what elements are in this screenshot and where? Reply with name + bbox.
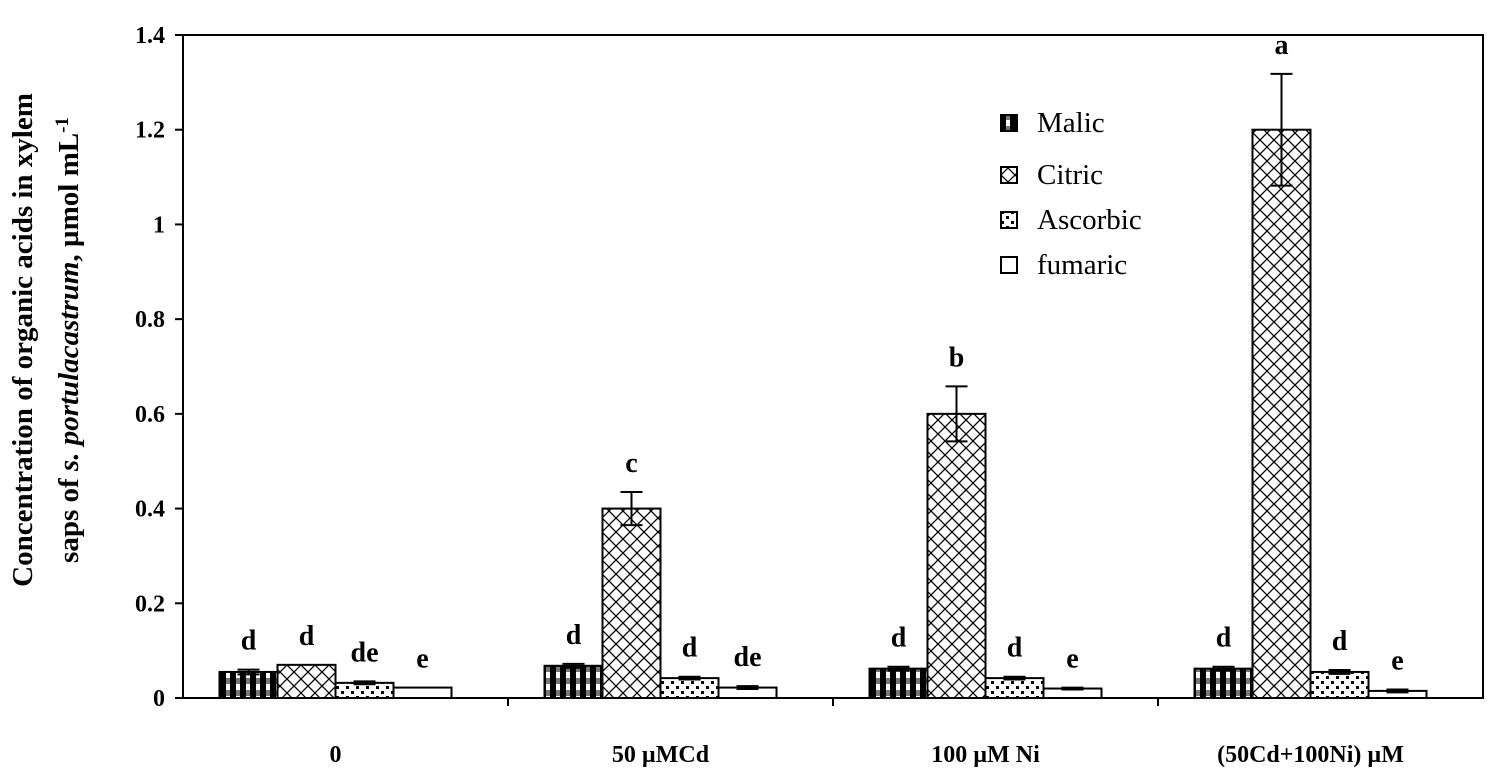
y-axis-label: Concentration of organic acids in xylem … (7, 93, 85, 587)
bar-ascorbic-50-mcd (659, 677, 720, 699)
y-axis-ticks: 0 0.2 0.4 0.6 0.8 1 1.2 1.4 (135, 23, 183, 712)
bar-malic-100-m-ni (868, 667, 929, 699)
legend-swatch-fumaric (1000, 256, 1018, 274)
legend: Malic Citric Ascorbic fumaric (1000, 107, 1142, 281)
y-tick-label: 0.8 (135, 307, 165, 333)
sig-letter-fumaric-100-m-ni: e (1066, 644, 1078, 675)
sig-letter-fumaric-0: e (416, 644, 428, 675)
sig-letter-ascorbic-100-m-ni: d (1007, 633, 1023, 664)
y-tick-label: 1.2 (135, 118, 165, 144)
legend-label-malic: Malic (1037, 107, 1105, 139)
sig-letter-citric-50-mcd: c (625, 448, 637, 479)
y-tick-label: 0.4 (135, 497, 165, 523)
bar-malic-50-mcd (543, 664, 604, 699)
bar-fumaric-0 (392, 686, 453, 699)
legend-swatch-ascorbic (1000, 211, 1018, 229)
legend-label-citric: Citric (1037, 159, 1103, 191)
legend-swatch-citric (1000, 166, 1018, 184)
legend-label-ascorbic: Ascorbic (1037, 204, 1142, 236)
y-tick-label: 0 (153, 686, 165, 712)
bar-ascorbic-50cd-100ni-m (1309, 670, 1370, 699)
x-tick-label-0: 0 (330, 742, 342, 768)
sig-letter-ascorbic-50cd-100ni-m: d (1332, 626, 1348, 657)
bar-citric-50-mcd (601, 507, 662, 700)
legend-swatch-malic (1000, 114, 1018, 132)
sig-letter-citric-0: d (299, 621, 315, 652)
y-tick-label: 0.2 (135, 591, 165, 617)
bar-ascorbic-100-m-ni (984, 677, 1045, 699)
y-axis-label-line1: Concentration of organic acids in xylem (7, 93, 39, 587)
bar-malic-0 (218, 670, 279, 699)
sig-letter-malic-50-mcd: d (566, 620, 582, 651)
x-tick-label-100-m-ni: 100 µM Ni (931, 742, 1040, 768)
y-tick-label: 0.6 (135, 402, 165, 428)
y-axis-label-line2: saps of s. portulacastrum, µmol mL-1 (52, 117, 86, 563)
sig-letter-ascorbic-50-mcd: d (682, 633, 698, 664)
sig-letter-citric-50cd-100ni-m: a (1275, 30, 1289, 61)
bar-citric-0 (276, 663, 337, 699)
bar-malic-50cd-100ni-m (1193, 667, 1254, 699)
bar-citric-100-m-ni (926, 412, 987, 699)
y-tick-label: 1.4 (135, 23, 165, 49)
sig-letter-citric-100-m-ni: b (949, 342, 965, 373)
x-tick-label-50-mcd: 50 µMCd (612, 742, 710, 768)
x-axis-ticks: 0 50 µMCd 100 µM Ni (50Cd+100Ni) µM (330, 698, 1404, 768)
bar-citric-50cd-100ni-m (1251, 128, 1312, 699)
sig-letter-malic-0: d (241, 626, 257, 657)
x-tick-label-50cd-100ni-m: (50Cd+100Ni) µM (1217, 742, 1404, 768)
legend-label-fumaric: fumaric (1037, 249, 1127, 281)
sig-letter-ascorbic-0: de (351, 637, 379, 668)
sig-letter-fumaric-50-mcd: de (734, 642, 762, 673)
y-tick-label: 1 (153, 212, 165, 238)
bars (218, 72, 1428, 700)
sig-letter-fumaric-50cd-100ni-m: e (1391, 645, 1403, 676)
sig-letter-malic-50cd-100ni-m: d (1216, 623, 1232, 654)
sig-letter-malic-100-m-ni: d (891, 623, 907, 654)
